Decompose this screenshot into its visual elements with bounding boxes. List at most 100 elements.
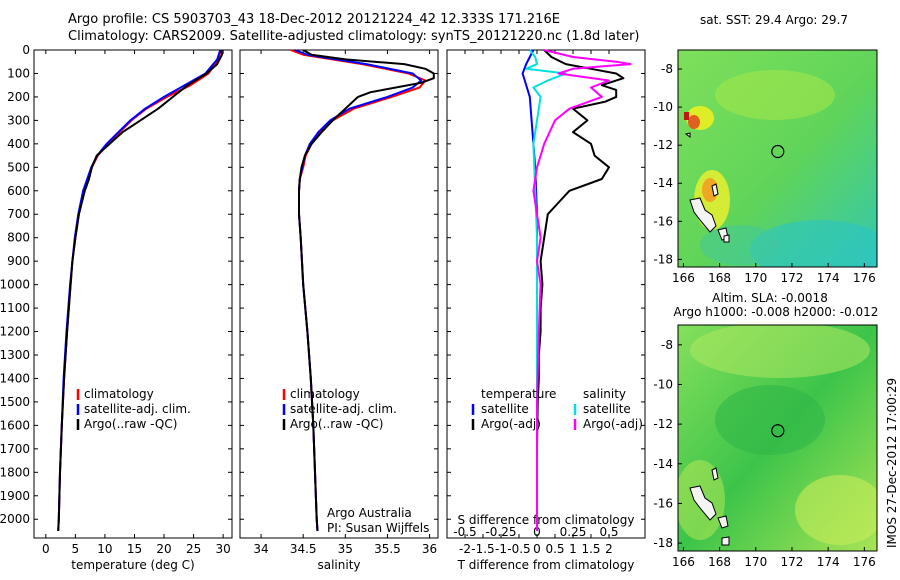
- x-tick-label: -2: [459, 542, 471, 556]
- legend-label: Argo(..raw -QC): [84, 417, 177, 431]
- sla-map-title-2: Argo h1000: -0.008 h2000: -0.012: [674, 305, 879, 319]
- x-tick-label: 2: [605, 542, 613, 556]
- map-x-tick-label: 174: [817, 271, 840, 285]
- legend-label: climatology: [290, 387, 360, 401]
- salinity-panel: 34 34.5 35 35.5 36 salinity climatologysatelli…: [239, 49, 439, 572]
- map-y-tick-label: -10: [653, 377, 673, 391]
- sst-map: [677, 49, 878, 268]
- x-axis-label: T difference from climatology: [457, 558, 635, 572]
- credit-line-1: Argo Australia: [327, 506, 412, 520]
- map-y-tick-label: -16: [653, 496, 673, 510]
- x-tick-label: 35: [338, 542, 353, 556]
- x-tick-label: 36: [422, 542, 437, 556]
- title-line-2: Climatology: CARS2009. Satellite-adjuste…: [68, 29, 640, 44]
- map-y-tick-label: -18: [653, 252, 673, 266]
- imos-timestamp: IMOS 27-Dec-2012 17:00:29: [885, 378, 899, 548]
- y-tick-label: 700: [7, 207, 30, 221]
- y-tick-label: 200: [7, 90, 30, 104]
- x-tick-label: 0.5: [545, 542, 564, 556]
- plot-frame: [446, 49, 646, 539]
- title-line-1: Argo profile: CS 5903703_43 18-Dec-2012 …: [68, 12, 560, 27]
- y-tick-label: 300: [7, 113, 30, 127]
- s-axis-label: S difference from climatology: [458, 513, 635, 527]
- s-tick-label: -0.25: [485, 525, 516, 539]
- difference-panel: -2 -1.5 -1 -0.5 0 0.5 1 1.5 2-0.5 -0.25 0 0.25 0.5S …: [446, 49, 646, 572]
- y-tick-label: 2000: [0, 512, 30, 526]
- map-y-tick-label: -14: [653, 176, 673, 190]
- argo-position-marker: [771, 424, 785, 438]
- legend-title: temperature: [481, 387, 556, 401]
- map-y-tick-label: -8: [661, 338, 673, 352]
- x-tick-label: 34: [253, 542, 268, 556]
- y-tick-label: 1500: [0, 395, 30, 409]
- s-tick-label: 0.25: [560, 525, 587, 539]
- map-y-tick-label: -12: [653, 417, 673, 431]
- map-x-tick-label: 174: [817, 555, 840, 569]
- sst-map-field: [684, 70, 877, 267]
- x-tick-label: 0: [533, 542, 541, 556]
- series-line-argo: [298, 49, 435, 532]
- legend-title: salinity: [583, 387, 626, 401]
- legend-label: climatology: [84, 387, 154, 401]
- map-x-tick-label: 172: [781, 271, 804, 285]
- y-tick-label: 1200: [0, 325, 30, 339]
- legend-label: Argo(..raw -QC): [290, 417, 383, 431]
- x-tick-label: 15: [127, 542, 142, 556]
- plot-frame: [33, 49, 233, 539]
- sla-map: [677, 324, 878, 552]
- series-line-s-satellite: [525, 49, 567, 531]
- x-axis-label: salinity: [317, 558, 360, 572]
- series-line-t-argo: [536, 49, 625, 531]
- map-x-tick-label: 170: [744, 271, 767, 285]
- map-axes: 166 168 170 172 174 176 -8 -10 -12 -14 -16 -18 166 16…: [653, 62, 875, 569]
- map-x-tick-label: 166: [672, 555, 695, 569]
- x-tick-label: 34.5: [290, 542, 317, 556]
- map-x-tick-label: 176: [853, 555, 876, 569]
- plot-frame: [239, 49, 439, 539]
- x-tick-label: 35.5: [374, 542, 401, 556]
- map-y-tick-label: -8: [661, 62, 673, 76]
- y-tick-label: 1100: [0, 301, 30, 315]
- y-tick-label: 1700: [0, 442, 30, 456]
- y-tick-label: 1900: [0, 489, 30, 503]
- series-line-s-argo: [532, 49, 632, 531]
- x-tick-label: 1.5: [581, 542, 600, 556]
- y-tick-label: 500: [7, 160, 30, 174]
- map-y-tick-label: -10: [653, 100, 673, 114]
- s-tick-label: 0.5: [599, 525, 618, 539]
- x-tick-label: 30: [215, 542, 230, 556]
- y-tick-label: 1600: [0, 418, 30, 432]
- map-x-tick-label: 170: [744, 555, 767, 569]
- x-tick-label: 25: [186, 542, 201, 556]
- map-y-tick-label: -14: [653, 457, 673, 471]
- sst-map-title: sat. SST: 29.4 Argo: 29.7: [700, 13, 848, 27]
- s-tick-label: -0.5: [453, 525, 476, 539]
- map-y-tick-label: -12: [653, 138, 673, 152]
- x-tick-label: 1: [569, 542, 577, 556]
- x-tick-label: 10: [97, 542, 112, 556]
- y-tick-label: 100: [7, 66, 30, 80]
- series-line-argo: [57, 49, 223, 532]
- map-y-tick-label: -18: [653, 536, 673, 550]
- x-tick-label: -1: [495, 542, 507, 556]
- y-tick-label: 400: [7, 137, 30, 151]
- y-tick-label: 1300: [0, 348, 30, 362]
- x-tick-label: 20: [156, 542, 171, 556]
- y-tick-label: 1800: [0, 465, 30, 479]
- s-tick-label: 0: [533, 525, 541, 539]
- x-tick-label: 0: [42, 542, 50, 556]
- map-x-tick-label: 172: [781, 555, 804, 569]
- x-tick-label: 5: [72, 542, 80, 556]
- sla-map-title-1: Altim. SLA: -0.0018: [712, 291, 828, 305]
- temperature-panel: 0100200300400500600700800900100011001200…: [0, 43, 233, 572]
- y-tick-label: 800: [7, 231, 30, 245]
- map-x-tick-label: 166: [672, 271, 695, 285]
- y-tick-label: 600: [7, 184, 30, 198]
- x-axis-label: temperature (deg C): [71, 558, 194, 572]
- y-tick-label: 0: [22, 43, 30, 57]
- y-tick-label: 1000: [0, 278, 30, 292]
- legend-label: Argo(-adj): [583, 417, 643, 431]
- credit-line-2: PI: Susan Wijffels: [327, 521, 429, 535]
- map-x-tick-label: 176: [853, 271, 876, 285]
